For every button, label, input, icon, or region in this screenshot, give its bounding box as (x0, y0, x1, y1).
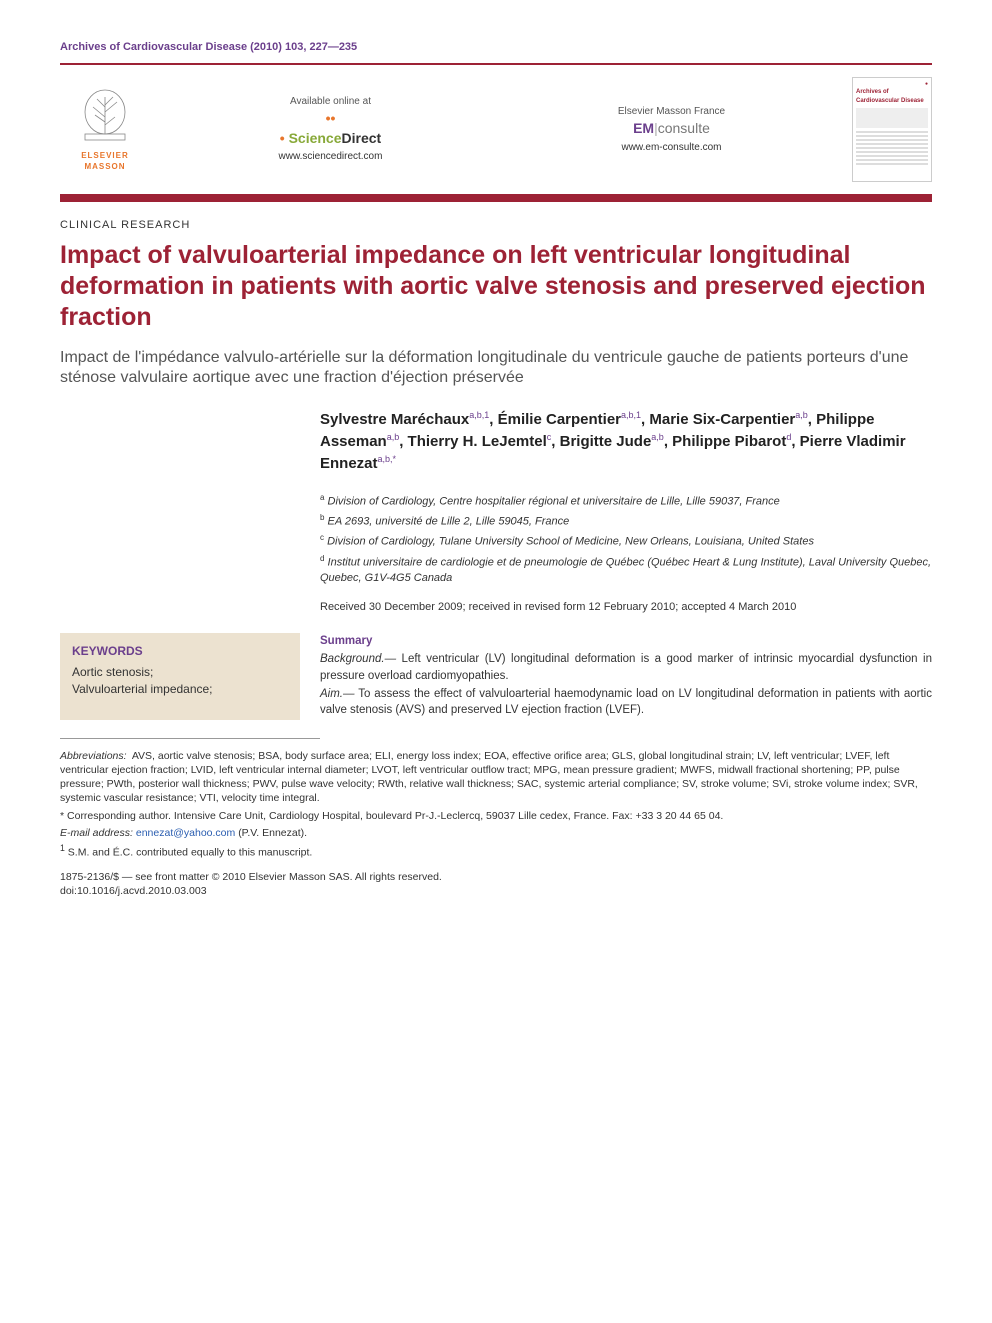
cover-title: Archives of Cardiovascular Disease (856, 88, 928, 105)
emconsulte-box: Elsevier Masson France EM|consulte www.e… (511, 105, 832, 155)
affiliation-c: c Division of Cardiology, Tulane Univers… (320, 532, 932, 550)
publication-line: 1875-2136/$ — see front matter © 2010 El… (60, 870, 932, 899)
sciencedirect-box: Available online at ••• ScienceDirect ww… (170, 95, 491, 164)
corresponding-author: * Corresponding author. Intensive Care U… (60, 809, 932, 823)
email-link[interactable]: ennezat@yahoo.com (136, 827, 235, 839)
brand-post: Direct (342, 130, 382, 146)
footnote-separator (60, 738, 320, 739)
keywords-summary-row: KEYWORDS Aortic stenosis; Valvuloarteria… (60, 633, 932, 719)
keywords-box: KEYWORDS Aortic stenosis; Valvuloarteria… (60, 633, 300, 719)
article-title-english: Impact of valvuloarterial impedance on l… (60, 240, 932, 334)
email-line: E-mail address: ennezat@yahoo.com (P.V. … (60, 826, 932, 840)
issn-copyright: 1875-2136/$ — see front matter © 2010 El… (60, 870, 932, 885)
header-bar: ELSEVIER MASSON Available online at ••• … (60, 63, 932, 202)
brand-em: EM (633, 120, 654, 136)
elsevier-tree-icon (75, 87, 135, 147)
summary-box: Summary Background.— Left ventricular (L… (320, 633, 932, 719)
journal-reference: Archives of Cardiovascular Disease (2010… (60, 40, 932, 55)
journal-cover-thumb: ● Archives of Cardiovascular Disease (852, 77, 932, 182)
brand-consulte: consulte (658, 120, 710, 136)
available-label: Available online at (170, 95, 491, 109)
author-list: Sylvestre Maréchauxa,b,1, Émilie Carpent… (320, 409, 932, 474)
keywords-heading: KEYWORDS (72, 643, 288, 660)
brand-pre: Science (289, 130, 342, 146)
publisher-logo: ELSEVIER MASSON (60, 87, 150, 173)
keywords-list: Aortic stenosis; Valvuloarterial impedan… (72, 664, 288, 698)
affiliation-a: a Division of Cardiology, Centre hospita… (320, 492, 932, 510)
summary-heading: Summary (320, 633, 932, 649)
affiliations: a Division of Cardiology, Centre hospita… (320, 492, 932, 586)
publisher-name: ELSEVIER MASSON (60, 150, 150, 172)
summary-background: Background.— Left ventricular (LV) longi… (320, 651, 932, 683)
doi-line: doi:10.1016/j.acvd.2010.03.003 (60, 884, 932, 899)
contribution-note: 1 S.M. and É.C. contributed equally to t… (60, 843, 932, 860)
sciencedirect-brand: ••• ScienceDirect (170, 109, 491, 148)
article-dates: Received 30 December 2009; received in r… (320, 600, 932, 615)
article-type: CLINICAL RESEARCH (60, 218, 932, 233)
affiliation-b: b EA 2693, université de Lille 2, Lille … (320, 512, 932, 530)
abbreviations: Abbreviations: AVS, aortic valve stenosi… (60, 749, 932, 806)
sciencedirect-url[interactable]: www.sciencedirect.com (170, 150, 491, 164)
summary-aim: Aim.— To assess the effect of valvuloart… (320, 686, 932, 718)
affiliation-d: d Institut universitaire de cardiologie … (320, 553, 932, 586)
masson-label: Elsevier Masson France (511, 105, 832, 119)
emconsulte-brand: EM|consulte (511, 119, 832, 139)
doi-link[interactable]: 10.1016/j.acvd.2010.03.003 (77, 885, 207, 897)
footnotes: Abbreviations: AVS, aortic valve stenosi… (60, 749, 932, 860)
emconsulte-url[interactable]: www.em-consulte.com (511, 141, 832, 155)
article-title-french: Impact de l'impédance valvulo-artérielle… (60, 348, 932, 390)
